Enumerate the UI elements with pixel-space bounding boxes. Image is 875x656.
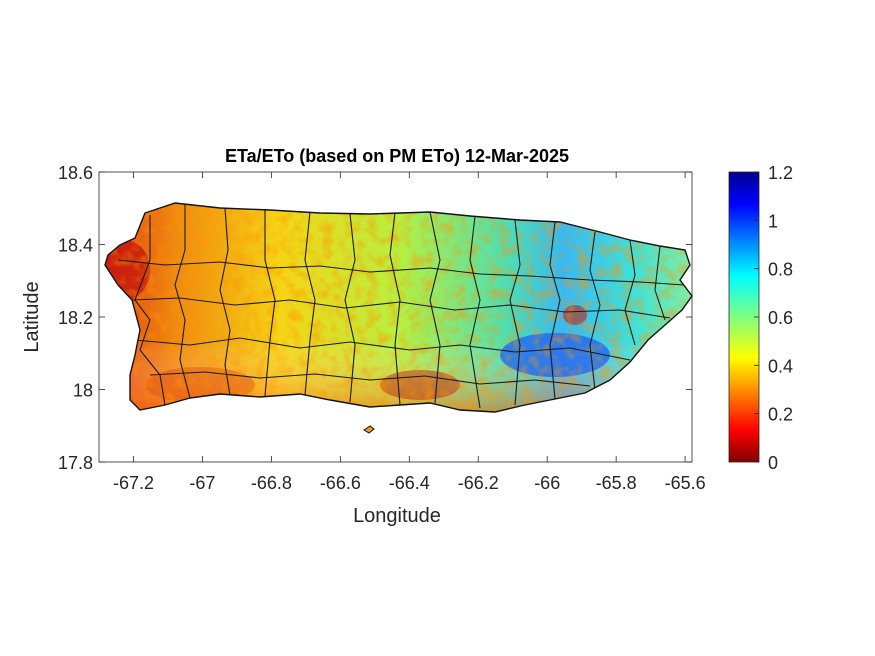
- x-tick-label: -66.2: [458, 473, 499, 493]
- x-axis-title: Longitude: [353, 505, 441, 527]
- y-tick-label: 18: [73, 381, 93, 401]
- y-tick-label: 18.4: [58, 236, 93, 256]
- x-tick-label: -66.6: [320, 473, 361, 493]
- y-axis: 17.8 18 18.2 18.4 18.6: [58, 163, 692, 473]
- island-map: [104, 202, 693, 434]
- colorbar-tick-label: 0.4: [768, 356, 793, 376]
- x-tick-label: -67: [189, 473, 215, 493]
- colorbar-tick-label: 0.8: [768, 260, 793, 280]
- colorbar-tick-label: 1.2: [768, 163, 793, 183]
- colorbar-tick-label: 0: [768, 453, 778, 473]
- islet: [363, 425, 375, 434]
- colorbar: 0 0.2 0.4 0.6 0.8 1 1.2: [728, 163, 793, 473]
- x-axis: -67.2 -67 -66.8 -66.6 -66.4 -66.2 -66 -65.8 -65.…: [113, 172, 706, 493]
- colorbar-ticks: 0 0.2 0.4 0.6 0.8 1 1.2: [754, 163, 793, 473]
- island-outline: [104, 202, 693, 413]
- x-tick-label: -66: [534, 473, 560, 493]
- colorbar-tick-label: 0.2: [768, 405, 793, 425]
- y-tick-label: 18.6: [58, 163, 93, 183]
- colorbar-tick-label: 0.6: [768, 308, 793, 328]
- colorbar-tick-label: 1: [768, 211, 778, 231]
- x-tick-label: -67.2: [113, 473, 154, 493]
- chart-title: ETa/ETo (based on PM ETo) 12-Mar-2025: [225, 146, 569, 166]
- x-tick-label: -65.6: [665, 473, 706, 493]
- x-tick-label: -66.8: [251, 473, 292, 493]
- y-axis-title: Latitude: [21, 281, 43, 352]
- municipality-boundaries: [117, 205, 685, 409]
- x-tick-label: -66.4: [389, 473, 430, 493]
- y-tick-label: 18.2: [58, 308, 93, 328]
- y-tick-label: 17.8: [58, 453, 93, 473]
- x-tick-label: -65.8: [596, 473, 637, 493]
